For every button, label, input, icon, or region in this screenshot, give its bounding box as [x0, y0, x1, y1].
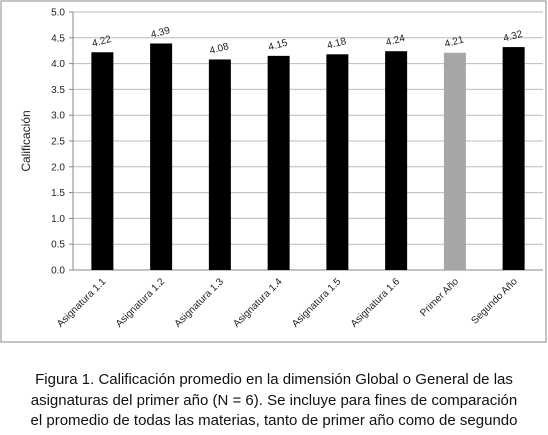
y-tick-label: 5.0 [51, 8, 65, 19]
y-axis-label: Calificación [19, 110, 33, 171]
y-tick-label: 1.5 [51, 188, 65, 199]
caption-line: el promedio de todas las materias, tanto… [30, 412, 518, 429]
y-tick-label: 0.0 [51, 266, 65, 277]
bar [267, 55, 290, 270]
bar [91, 52, 114, 270]
y-tick-label: 4.0 [51, 59, 65, 70]
value-label: 4.08 [208, 41, 230, 57]
value-label: 4.15 [267, 38, 289, 54]
bar [443, 52, 466, 270]
x-tick-label: Primer Año [418, 276, 461, 319]
bar [208, 59, 231, 270]
y-tick-label: 1.0 [51, 214, 65, 225]
x-tick-label: Asignatura 1.3 [173, 276, 227, 330]
x-tick-label: Asignatura 1.4 [231, 276, 285, 330]
y-tick-label: 2.5 [51, 137, 65, 148]
chart: Calificación 0.0 0.5 1.0 1.5 2.0 2.5 3.0 3.5 4.0… [0, 0, 547, 343]
bar [326, 54, 349, 271]
y-tick-label: 4.5 [51, 33, 65, 44]
x-tick-label: Segundo Año [469, 276, 520, 327]
caption: Figura 1. Calificación promedio en la di… [0, 370, 548, 432]
value-label: 4.22 [91, 34, 113, 50]
bar [502, 47, 525, 271]
bar [150, 43, 173, 271]
caption-line: Figura 1. Calificación promedio en la di… [35, 371, 513, 388]
chart-frame [0, 0, 547, 343]
value-label: 4.24 [385, 33, 407, 49]
y-tick-label: 3.5 [51, 85, 65, 96]
x-tick-label: Asignatura 1.6 [349, 276, 403, 330]
x-tick-label: Asignatura 1.1 [55, 276, 109, 330]
value-label: 4.32 [502, 29, 524, 45]
y-tick-label: 2.0 [51, 162, 65, 173]
x-tick-label: Asignatura 1.2 [114, 276, 168, 330]
bar [385, 51, 408, 270]
caption-line: asignaturas del primer año (N = 6). Se i… [30, 391, 518, 409]
value-label: 4.21 [443, 34, 465, 50]
value-label: 4.39 [150, 25, 172, 41]
x-tick-label: Asignatura 1.5 [290, 276, 344, 330]
y-tick-label: 3.0 [51, 111, 65, 122]
value-label: 4.18 [326, 36, 348, 52]
y-tick-label: 0.5 [51, 240, 65, 251]
